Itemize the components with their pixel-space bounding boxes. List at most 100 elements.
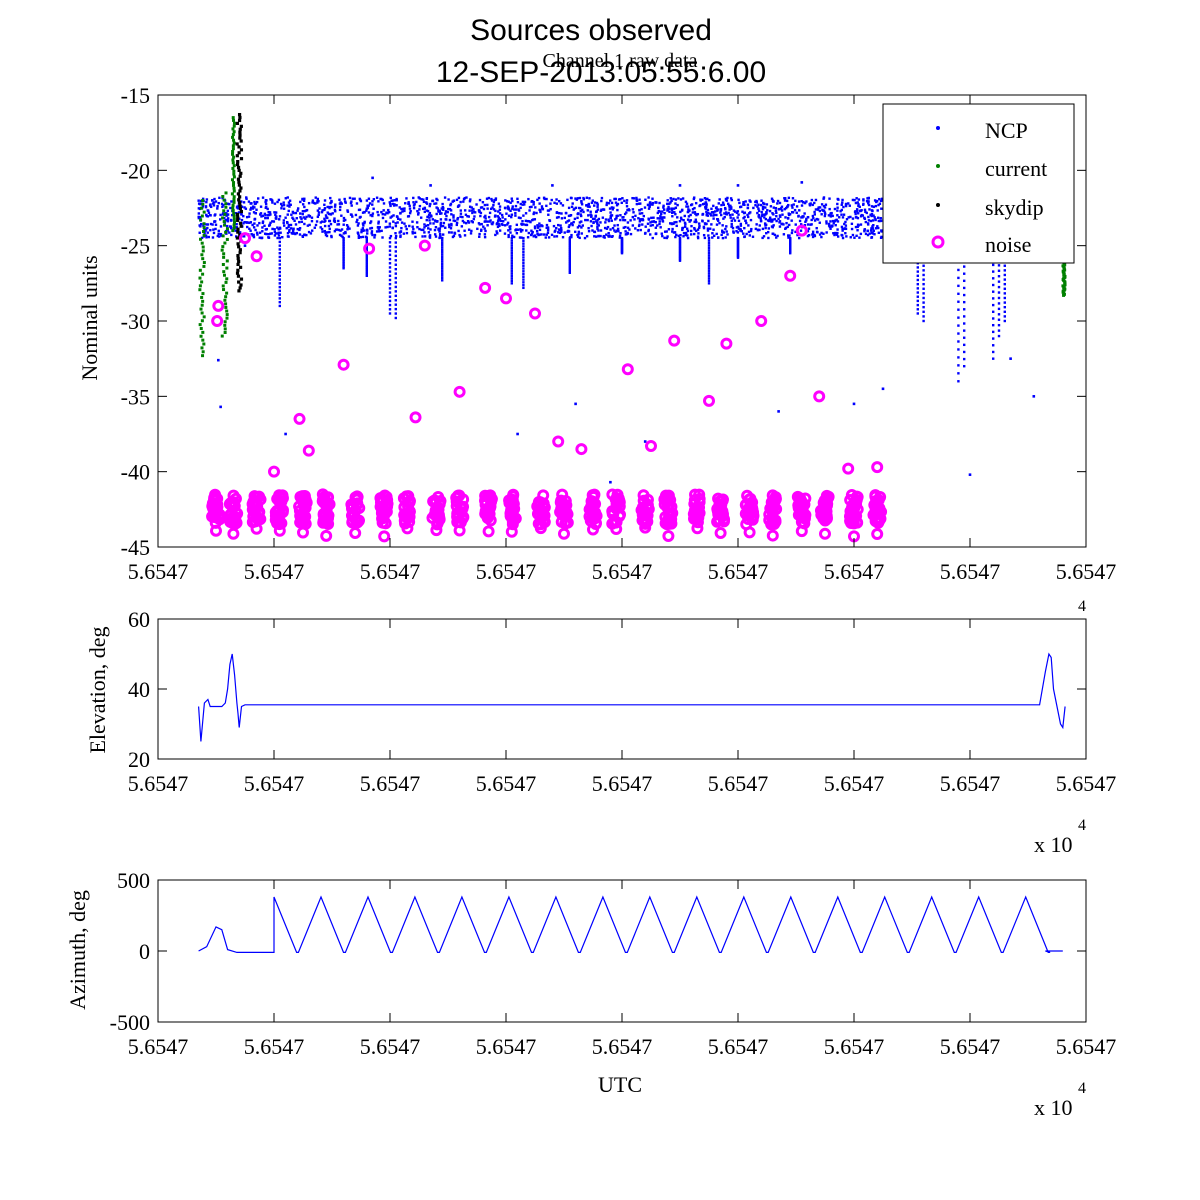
ncp-point <box>695 229 698 233</box>
ncp-point <box>333 230 337 233</box>
ncp-point <box>342 223 345 226</box>
panel1-xtick-label: 5.6547 <box>592 559 653 584</box>
ncp-point <box>557 223 560 227</box>
current-point <box>225 313 229 317</box>
ncp-point <box>711 236 714 239</box>
ncp-point <box>678 240 682 244</box>
noise-point <box>766 489 779 502</box>
ncp-point <box>423 231 426 234</box>
ncp-point <box>759 219 763 223</box>
ncp-point <box>323 217 326 220</box>
ncp-point <box>696 228 700 231</box>
ncp-point <box>597 234 600 238</box>
current-point <box>201 257 205 261</box>
ncp-point <box>667 205 670 209</box>
ncp-point <box>366 229 369 232</box>
ncp-point <box>498 229 502 232</box>
ncp-point <box>721 201 725 204</box>
ncp-point <box>329 212 332 216</box>
ncp-point <box>309 232 313 235</box>
ncp-point <box>922 310 925 313</box>
ncp-point <box>589 213 592 216</box>
ncp-point <box>261 226 264 229</box>
ncp-point <box>647 204 651 207</box>
ncp-point <box>388 303 392 307</box>
ncp-point <box>827 222 831 226</box>
ncp-point <box>771 232 774 235</box>
ncp-point <box>609 216 612 220</box>
ncp-point <box>574 197 577 200</box>
ncp-point <box>668 210 671 213</box>
ncp-point <box>388 245 392 248</box>
ncp-point <box>492 200 496 204</box>
ncp-point <box>782 223 785 226</box>
ncp-point <box>871 225 874 228</box>
ncp-point <box>557 215 560 219</box>
ncp-point <box>707 252 711 255</box>
ncp-point <box>218 196 221 200</box>
ncp-point <box>739 229 742 232</box>
ncp-point <box>515 232 519 235</box>
ncp-point <box>678 259 682 262</box>
ncp-point <box>342 245 345 248</box>
ncp-point <box>287 201 291 204</box>
ncp-point <box>327 212 331 216</box>
ncp-point <box>656 211 660 215</box>
legend-marker-ncp <box>936 126 940 130</box>
ncp-point <box>394 281 397 284</box>
ncp-point <box>291 216 294 219</box>
ncp-point <box>346 228 349 231</box>
ncp-point <box>922 282 925 286</box>
ncp-point <box>278 218 281 221</box>
ncp-point <box>584 218 587 222</box>
ncp-point <box>389 234 393 238</box>
ncp-point <box>294 223 298 226</box>
ncp-point <box>671 227 674 231</box>
ncp-point <box>528 205 532 209</box>
panel1-xtick-label: 5.6547 <box>476 559 537 584</box>
ncp-point <box>756 228 760 232</box>
current-point <box>232 198 236 202</box>
ncp-point <box>255 200 259 204</box>
ncp-point <box>787 203 790 207</box>
ncp-point <box>365 264 368 267</box>
ncp-point <box>871 232 875 235</box>
ncp-point <box>350 213 353 216</box>
current-point <box>231 144 235 148</box>
ncp-point <box>666 235 669 238</box>
panel1-exponent-power: 4 <box>1078 598 1086 615</box>
ncp-point <box>771 220 774 223</box>
ncp-point <box>278 252 281 255</box>
ncp-point <box>278 278 281 281</box>
ncp-point <box>257 197 260 200</box>
ncp-point <box>504 199 507 202</box>
ncp-point <box>997 323 1001 327</box>
current-point <box>222 252 226 256</box>
ncp-point <box>522 242 525 245</box>
ncp-point <box>675 233 678 237</box>
ncp-point <box>647 218 651 221</box>
ncp-point <box>285 220 289 224</box>
ncp-point <box>278 300 281 304</box>
ncp-point <box>284 197 287 200</box>
ncp-point <box>282 224 286 227</box>
ncp-point <box>204 228 208 231</box>
ncp-point <box>265 232 268 236</box>
ncp-point <box>342 267 345 270</box>
ncp-point <box>701 212 705 216</box>
ncp-point <box>719 209 723 212</box>
ncp-point <box>568 256 571 259</box>
ncp-point <box>316 197 320 201</box>
noise-point <box>842 462 855 475</box>
ncp-point <box>705 204 708 207</box>
panel2-exponent: x 10 <box>1034 832 1073 857</box>
ncp-point <box>567 229 570 233</box>
current-point <box>232 200 236 204</box>
ncp-point <box>811 235 815 239</box>
ncp-point <box>424 224 428 227</box>
ncp-point <box>844 224 848 227</box>
ncp-point <box>649 221 652 224</box>
ncp-point <box>485 197 489 200</box>
legend-marker-skydip <box>936 203 940 207</box>
ncp-point <box>509 209 512 213</box>
